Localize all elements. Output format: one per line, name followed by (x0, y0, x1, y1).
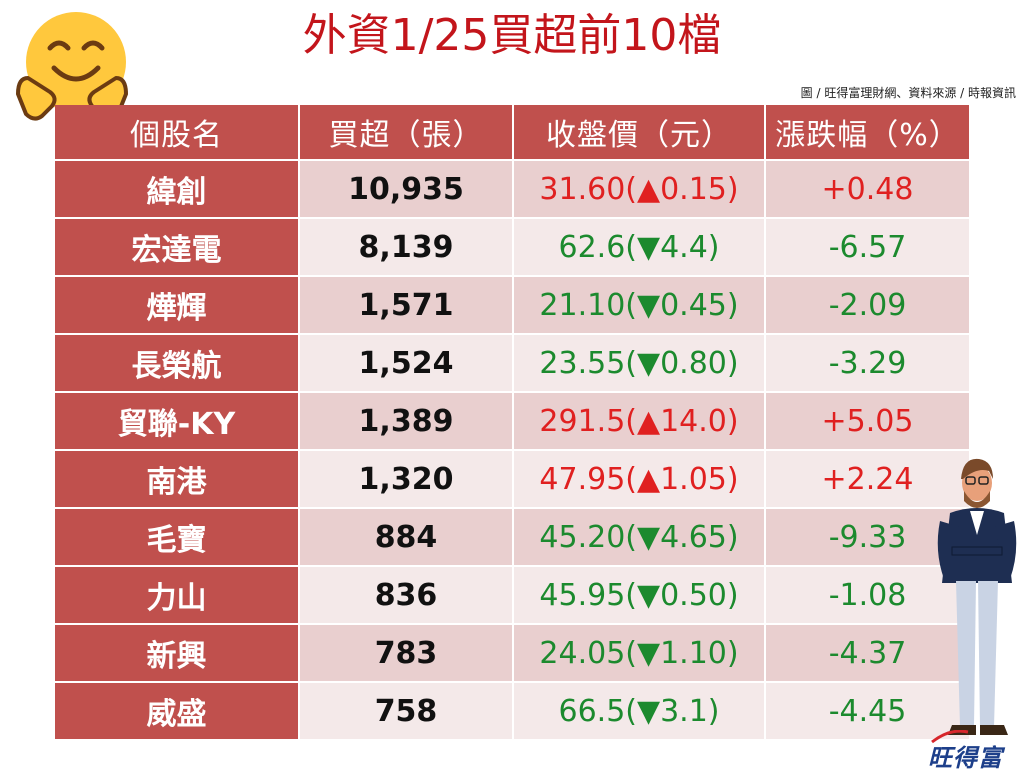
column-header-volume: 買超（張） (300, 105, 512, 159)
table-row: 力山 836 45.95(▼0.50) -1.08 (55, 567, 969, 623)
change-percent-cell: -1.08 (766, 567, 969, 623)
close-price-cell: 66.5(▼3.1) (514, 683, 764, 739)
stock-name-cell: 毛寶 (55, 509, 298, 565)
close-price-cell: 62.6(▼4.4) (514, 219, 764, 275)
change-percent-cell: -6.57 (766, 219, 969, 275)
net-buy-volume-cell: 10,935 (300, 161, 512, 217)
close-price-cell: 47.95(▲1.05) (514, 451, 764, 507)
table-row: 新興 783 24.05(▼1.10) -4.37 (55, 625, 969, 681)
net-buy-volume-cell: 1,389 (300, 393, 512, 449)
table-row: 威盛 758 66.5(▼3.1) -4.45 (55, 683, 969, 739)
table-row: 緯創 10,935 31.60(▲0.15) +0.48 (55, 161, 969, 217)
table-header-row: 個股名 買超（張） 收盤價（元） 漲跌幅（%） (55, 105, 969, 159)
net-buy-volume-cell: 836 (300, 567, 512, 623)
page-title: 外資1/25買超前10檔 (302, 10, 722, 61)
businessman-illustration (937, 458, 1017, 735)
net-buy-volume-cell: 8,139 (300, 219, 512, 275)
stock-name-cell: 南港 (55, 451, 298, 507)
close-price-cell: 45.95(▼0.50) (514, 567, 764, 623)
table-row: 貿聯-KY 1,389 291.5(▲14.0) +5.05 (55, 393, 969, 449)
table-row: 南港 1,320 47.95(▲1.05) +2.24 (55, 451, 969, 507)
table-row: 宏達電 8,139 62.6(▼4.4) -6.57 (55, 219, 969, 275)
net-buy-volume-cell: 884 (300, 509, 512, 565)
close-price-cell: 24.05(▼1.10) (514, 625, 764, 681)
column-header-change: 漲跌幅（%） (766, 105, 969, 159)
stock-name-cell: 新興 (55, 625, 298, 681)
change-percent-cell: -4.37 (766, 625, 969, 681)
table-row: 燁輝 1,571 21.10(▼0.45) -2.09 (55, 277, 969, 333)
logo-swoosh-icon (931, 730, 969, 744)
stock-name-cell: 力山 (55, 567, 298, 623)
column-header-name: 個股名 (55, 105, 298, 159)
change-percent-cell: -4.45 (766, 683, 969, 739)
stock-name-cell: 宏達電 (55, 219, 298, 275)
column-header-price: 收盤價（元） (514, 105, 764, 159)
stock-name-cell: 長榮航 (55, 335, 298, 391)
close-price-cell: 21.10(▼0.45) (514, 277, 764, 333)
change-percent-cell: -2.09 (766, 277, 969, 333)
stock-name-cell: 威盛 (55, 683, 298, 739)
close-price-cell: 45.20(▼4.65) (514, 509, 764, 565)
hugging-face-emoji (16, 12, 128, 121)
change-percent-cell: -3.29 (766, 335, 969, 391)
stock-name-cell: 燁輝 (55, 277, 298, 333)
source-credit: 圖 / 旺得富理財網、資料來源 / 時報資訊 (800, 86, 1016, 100)
brand-logo: 旺得富 (928, 744, 1003, 772)
net-buy-volume-cell: 1,320 (300, 451, 512, 507)
stock-name-cell: 緯創 (55, 161, 298, 217)
stock-name-cell: 貿聯-KY (55, 393, 298, 449)
table-row: 長榮航 1,524 23.55(▼0.80) -3.29 (55, 335, 969, 391)
net-buy-volume-cell: 783 (300, 625, 512, 681)
net-buy-volume-cell: 1,571 (300, 277, 512, 333)
change-percent-cell: +5.05 (766, 393, 969, 449)
close-price-cell: 291.5(▲14.0) (514, 393, 764, 449)
close-price-cell: 23.55(▼0.80) (514, 335, 764, 391)
table-row: 毛寶 884 45.20(▼4.65) -9.33 (55, 509, 969, 565)
net-buy-volume-cell: 758 (300, 683, 512, 739)
net-buy-volume-cell: 1,524 (300, 335, 512, 391)
close-price-cell: 31.60(▲0.15) (514, 161, 764, 217)
change-percent-cell: +0.48 (766, 161, 969, 217)
change-percent-cell: -9.33 (766, 509, 969, 565)
stock-table: 個股名 買超（張） 收盤價（元） 漲跌幅（%） 緯創 10,935 31.60(▲0… (53, 103, 971, 741)
change-percent-cell: +2.24 (766, 451, 969, 507)
